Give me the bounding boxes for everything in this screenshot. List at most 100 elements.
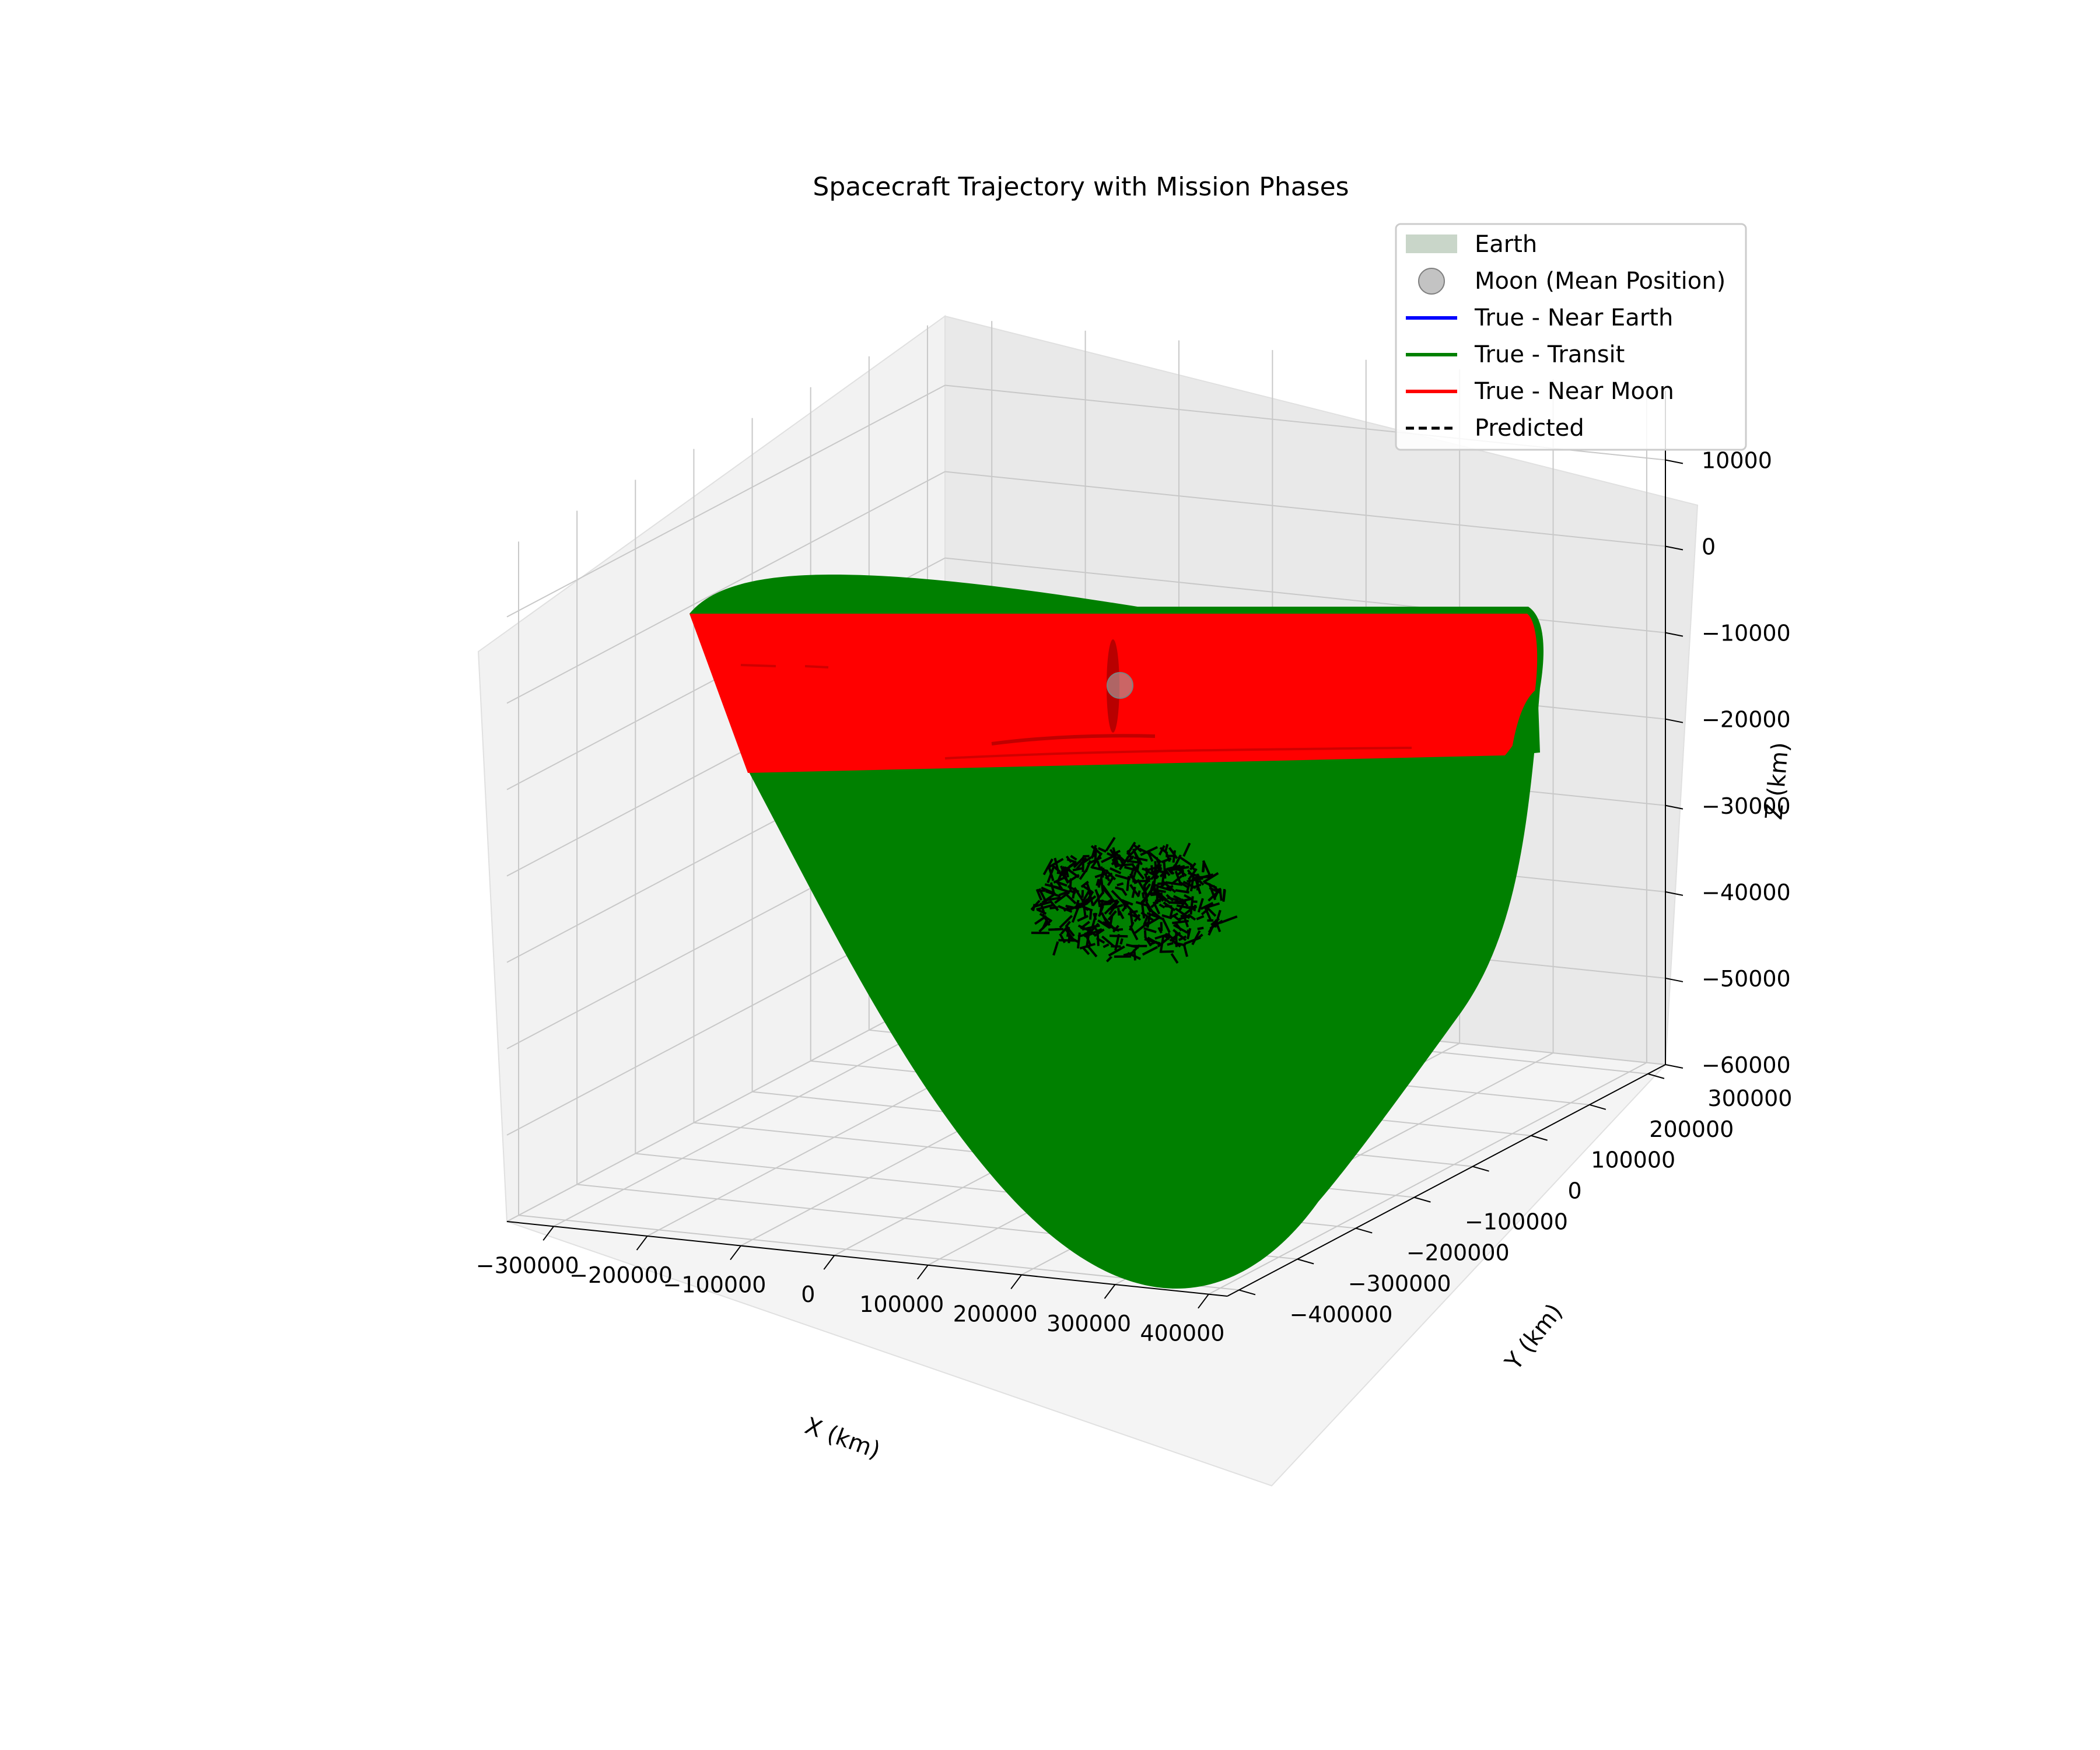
z-grid-line-left bbox=[506, 471, 946, 704]
predicted-segment bbox=[1135, 901, 1149, 907]
predicted-segment bbox=[1171, 939, 1181, 948]
predicted-segment bbox=[1077, 932, 1081, 949]
predicted-segment bbox=[1187, 868, 1198, 881]
predicted-segment bbox=[1202, 860, 1211, 876]
predicted-segment bbox=[1105, 956, 1112, 963]
predicted-segment bbox=[1161, 914, 1172, 919]
predicted-segment bbox=[1205, 906, 1217, 917]
predicted-segment bbox=[1129, 910, 1134, 926]
predicted-segment bbox=[1060, 925, 1069, 935]
predicted-segment bbox=[1099, 900, 1113, 904]
predicted-segment bbox=[1059, 915, 1073, 929]
predicted-segment bbox=[1037, 908, 1047, 915]
legend-moon-label: Moon (Mean Position) bbox=[1475, 268, 1726, 295]
predicted-segment bbox=[1086, 943, 1098, 958]
predicted-segment bbox=[1098, 902, 1112, 906]
predicted-segment bbox=[1088, 910, 1093, 920]
predicted-segment bbox=[1116, 882, 1124, 887]
predicted-segment bbox=[1146, 913, 1152, 928]
predicted-segment bbox=[1154, 866, 1162, 870]
y-tick-mark bbox=[1297, 1258, 1314, 1265]
predicted-segment bbox=[1134, 922, 1149, 934]
predicted-segment bbox=[1174, 907, 1191, 919]
predicted-segment bbox=[1126, 850, 1134, 860]
near-moon-band-streak-2 bbox=[944, 747, 1412, 760]
predicted-segment bbox=[1141, 904, 1146, 919]
predicted-segment bbox=[1168, 901, 1185, 905]
predicted-segment bbox=[1066, 874, 1080, 884]
x-grid-line bbox=[1208, 1062, 1647, 1295]
predicted-segment bbox=[1187, 914, 1196, 921]
predicted-segment bbox=[1200, 902, 1214, 910]
predicted-segment bbox=[1132, 864, 1145, 880]
predicted-segment bbox=[1094, 889, 1100, 897]
predicted-segment bbox=[1127, 952, 1142, 960]
predicted-segment bbox=[1168, 869, 1175, 875]
y-tick-label: −400000 bbox=[1290, 1301, 1393, 1327]
predicted-segment bbox=[1129, 884, 1140, 898]
y-tick-mark bbox=[1647, 1073, 1665, 1079]
predicted-segment bbox=[1066, 926, 1075, 937]
x-axis-line bbox=[506, 1221, 1228, 1297]
predicted-segment bbox=[1091, 866, 1108, 873]
y-tick-label: 100000 bbox=[1591, 1147, 1675, 1173]
y-tick-label: 200000 bbox=[1649, 1116, 1734, 1142]
z-tick-mark bbox=[1665, 632, 1684, 637]
z-grid-line-left bbox=[506, 384, 946, 618]
x-tick-label: 100000 bbox=[859, 1292, 944, 1317]
predicted-segment bbox=[1112, 849, 1121, 856]
z-grid-line-left bbox=[506, 989, 946, 1222]
predicted-segment bbox=[1191, 930, 1201, 946]
x-tick-label: 0 bbox=[801, 1282, 815, 1307]
predicted-segment bbox=[1203, 905, 1212, 922]
z-tick-label: 10000 bbox=[1702, 447, 1772, 473]
predicted-segment bbox=[1044, 883, 1063, 890]
predicted-segment bbox=[1096, 878, 1100, 886]
predicted-segment bbox=[1186, 929, 1190, 937]
z-tick-mark bbox=[1665, 977, 1684, 982]
legend-moon-marker bbox=[1418, 268, 1445, 295]
predicted-segment bbox=[1198, 880, 1205, 886]
x-tick-mark bbox=[1104, 1284, 1116, 1299]
predicted-segment bbox=[1080, 921, 1090, 930]
trajectory-plot bbox=[690, 574, 1544, 1289]
predicted-segment bbox=[1142, 946, 1158, 956]
z-tick-label: 0 bbox=[1702, 534, 1716, 560]
predicted-segment bbox=[1132, 864, 1139, 878]
predicted-segment bbox=[1093, 928, 1105, 937]
predicted-segment bbox=[1073, 887, 1085, 903]
predicted-segment bbox=[1140, 846, 1158, 856]
predicted-segment bbox=[1196, 915, 1205, 921]
z-tick-mark bbox=[1665, 545, 1684, 551]
predicted-segment bbox=[1084, 860, 1092, 873]
predicted-segment bbox=[1166, 885, 1174, 890]
predicted-segment bbox=[1167, 942, 1174, 946]
predicted-segment bbox=[1208, 888, 1222, 902]
predicted-segment bbox=[1091, 891, 1105, 907]
predicted-segment bbox=[1046, 858, 1064, 870]
y-tick-mark bbox=[1472, 1166, 1489, 1172]
predicted-segment bbox=[1073, 860, 1082, 867]
near-moon-band-streak bbox=[991, 734, 1156, 746]
predicted-segment bbox=[1082, 924, 1100, 931]
predicted-segment bbox=[1197, 926, 1204, 930]
y-tick-label: −200000 bbox=[1406, 1240, 1510, 1266]
predicted-segment bbox=[1182, 914, 1189, 928]
predicted-segment bbox=[1098, 905, 1104, 917]
axis-lines bbox=[506, 391, 1684, 1309]
predicted-segment bbox=[1118, 911, 1125, 919]
y-tick-mark bbox=[1238, 1289, 1256, 1296]
predicted-segment bbox=[1034, 901, 1051, 908]
x-tick-label: 400000 bbox=[1140, 1321, 1224, 1346]
y-tick-label: 300000 bbox=[1707, 1086, 1792, 1111]
x-tick-label: −100000 bbox=[663, 1272, 766, 1298]
legend-transit-label: True - Transit bbox=[1474, 341, 1625, 368]
z-tick-label: −30000 bbox=[1702, 793, 1791, 819]
predicted-segment bbox=[1085, 881, 1093, 896]
predicted-segment bbox=[1156, 890, 1160, 904]
predicted-segment bbox=[1038, 919, 1052, 933]
predicted-segment bbox=[1077, 902, 1088, 909]
z-tick-label: −10000 bbox=[1702, 621, 1791, 646]
predicted-segment bbox=[1108, 916, 1114, 929]
legend-earth-swatch bbox=[1406, 235, 1457, 253]
